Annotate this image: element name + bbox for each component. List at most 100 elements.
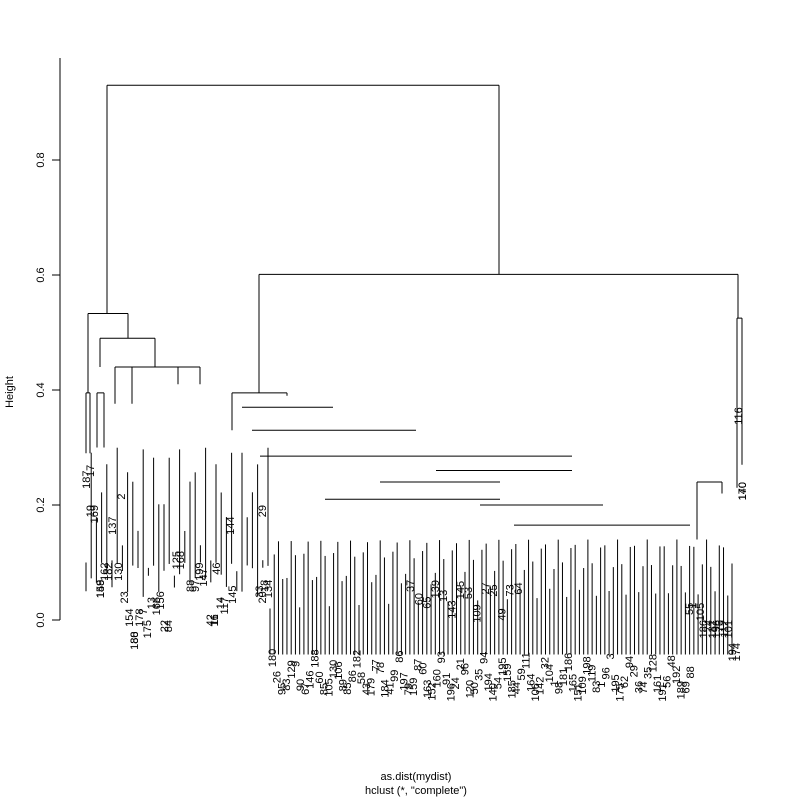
leaf-label: 59	[516, 668, 528, 680]
leaf-label: 69	[680, 681, 692, 693]
leaf-label: 180	[267, 649, 279, 667]
leaf-label: 189	[676, 681, 688, 699]
leaf-label: 106	[530, 683, 542, 701]
x-axis-label: as.dist(mydist)	[381, 771, 452, 783]
leaf-label: 20	[257, 591, 269, 603]
leaf-label: 14	[215, 597, 227, 609]
leaf-label: 179	[366, 678, 378, 696]
y-tick-label: 0.2	[35, 497, 47, 512]
leaf-label: 94	[478, 652, 490, 664]
leaf-label: 93	[436, 651, 448, 663]
leaf-label: 23	[119, 591, 131, 603]
leaf-label: 140	[737, 482, 749, 500]
leaf-label: 27	[480, 582, 492, 594]
leaf-label: 74	[703, 620, 715, 632]
leaf-label: 178	[134, 609, 146, 627]
leaf-label: 96	[600, 667, 612, 679]
leaf-label: 145	[455, 581, 467, 599]
leaf-label: 194	[483, 673, 495, 691]
leaf-label: 192	[671, 666, 683, 684]
leaf-label: 79	[403, 683, 415, 695]
leaf-label: 129	[286, 660, 298, 678]
leaf-label: 197	[399, 672, 411, 690]
leaf-label: 182	[352, 650, 364, 668]
y-tick-label: 0.6	[35, 267, 47, 282]
leaf-label: 36	[633, 681, 645, 693]
leaf-label: 60	[413, 593, 425, 605]
leaf-label: 13	[146, 597, 158, 609]
leaf-label: 181	[558, 668, 570, 686]
leaf-label: 7	[138, 609, 150, 615]
leaf-label: 1	[549, 680, 561, 686]
leaf-label: 84	[163, 620, 175, 632]
dendrogram-branches	[85, 84, 743, 655]
leaf-label: 2	[116, 494, 128, 500]
x-axis-sublabel: hclust (*, "complete")	[365, 785, 467, 797]
leaf-label: 44	[511, 682, 523, 694]
leaf-label: 13	[438, 590, 450, 602]
leaf-label: 134	[263, 580, 275, 598]
leaf-label: 143	[447, 600, 459, 618]
leaf-label: 19	[85, 505, 97, 517]
leaf-label: 188	[129, 632, 141, 650]
leaf-label: 137	[107, 517, 119, 535]
leaf-label: 11	[209, 614, 221, 625]
leaf-label: 195	[610, 674, 622, 692]
y-tick-label: 0.4	[35, 382, 47, 397]
leaf-label: 73	[505, 584, 517, 596]
leaf-label: 184	[380, 679, 392, 697]
y-tick-label: 0.0	[35, 612, 47, 627]
leaf-label: 169	[89, 505, 101, 523]
leaf-label: 60	[417, 662, 429, 674]
leaf-label: 29	[257, 505, 269, 517]
leaf-label: 154	[124, 609, 136, 627]
leaf-label: 147	[198, 568, 210, 586]
leaf-label: 166	[151, 597, 163, 615]
leaf-label: 50	[469, 682, 481, 694]
leaf-label: 25	[488, 584, 500, 596]
leaf-label: 83	[591, 681, 603, 693]
y-tick-label: 0.8	[35, 152, 47, 167]
leaf-label: 175	[615, 683, 627, 701]
leaf-label: 174	[731, 643, 743, 661]
leaf-label: 62	[619, 676, 631, 688]
leaf-label: 159	[502, 664, 514, 682]
leaf-label: 128	[647, 654, 659, 672]
leaf-label: 106	[333, 661, 345, 679]
leaf-label: 196	[445, 683, 457, 701]
leaf-label: 88	[685, 666, 697, 678]
leaf-label: 139	[430, 580, 442, 598]
leaf-label: 3	[605, 653, 617, 659]
leaf-label: 48	[666, 655, 678, 667]
leaf-label: 85	[319, 683, 331, 695]
leaf-label: 67	[300, 683, 312, 695]
leaf-label: 185	[507, 680, 519, 698]
leaf-label: 194	[727, 643, 739, 661]
leaf-label: 145	[227, 586, 239, 604]
leaf-label: 26	[272, 671, 284, 683]
leaf-label: 105	[695, 603, 707, 621]
leaf-label: 83	[281, 679, 293, 691]
leaf-label: 140	[488, 683, 500, 701]
leaf-label: 116	[733, 407, 745, 425]
leaf-label: 199	[194, 563, 206, 581]
leaf-label: 196	[711, 620, 723, 638]
leaf-label: 130	[113, 563, 125, 581]
leaf-label: 161	[652, 675, 664, 693]
leaf-label: 77	[370, 659, 382, 671]
leaf-label: 96	[460, 663, 472, 675]
leaf-label: 74	[638, 681, 650, 693]
leaf-label: 22	[159, 620, 171, 632]
leaf-label: 58	[356, 672, 368, 684]
leaf-label: 46	[211, 563, 223, 575]
leaf-label: 32	[539, 657, 551, 669]
leaf-label: 97	[190, 580, 202, 592]
leaf-label: 43	[361, 683, 373, 695]
leaf-label: 35	[643, 667, 655, 679]
leaf-label: 182	[103, 563, 115, 581]
leaf-label: 76	[714, 620, 726, 632]
leaf-label: 1	[596, 682, 608, 688]
leaf-label: 21	[455, 658, 467, 670]
leaf-label: 170	[737, 482, 749, 500]
